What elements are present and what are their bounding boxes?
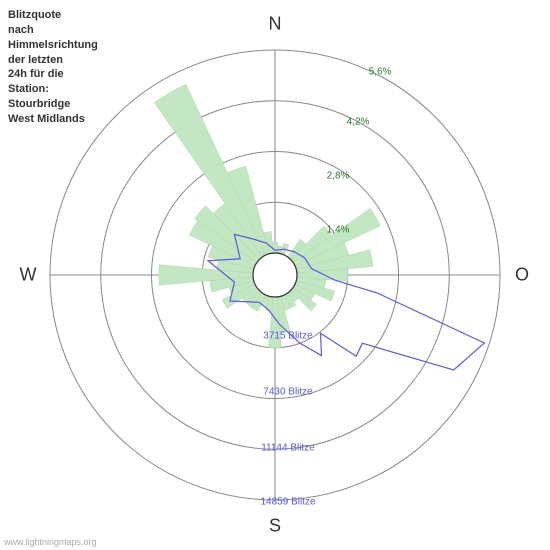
direction-label-w: W	[20, 265, 37, 286]
percent-ring-label: 4,2%	[347, 117, 370, 128]
direction-label-o: O	[515, 265, 529, 286]
count-ring-label: 14859 Blitze	[260, 497, 315, 508]
percent-ring-label: 2,8%	[327, 171, 350, 182]
count-ring-label: 11144 Blitze	[261, 443, 315, 454]
direction-label-s: S	[269, 516, 281, 537]
percent-ring-label: 5,6%	[369, 67, 392, 78]
count-ring-label: 3715 Blitze	[263, 331, 312, 342]
chart-title: Blitzquote nach Himmelsrichtung der letz…	[8, 8, 98, 127]
count-ring-label: 7430 Blitze	[263, 387, 312, 398]
direction-label-n: N	[269, 14, 282, 35]
percent-ring-label: 1,4%	[327, 225, 350, 236]
